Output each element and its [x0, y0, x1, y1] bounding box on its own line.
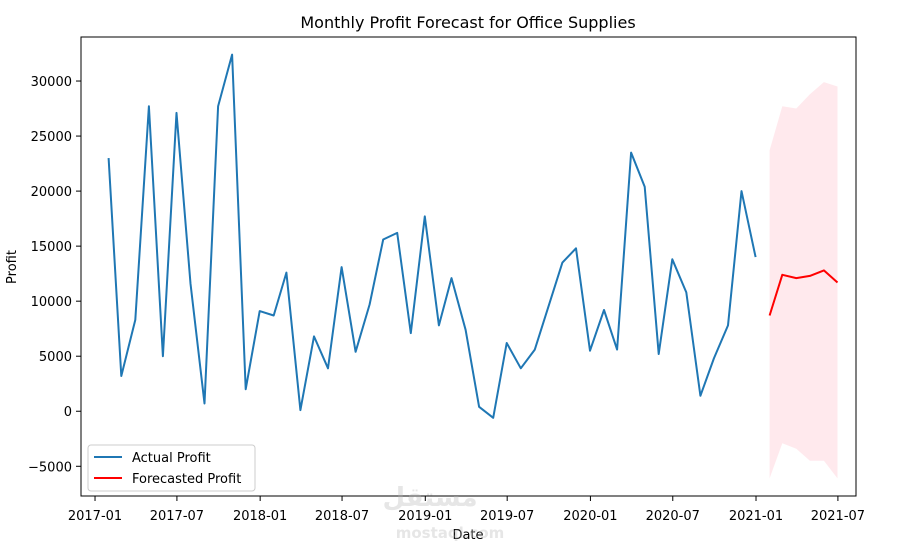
y-tick-label: 15000 — [31, 240, 72, 255]
x-tick-label: 2021-01 — [729, 509, 783, 524]
x-tick-label: 2017-07 — [150, 509, 204, 524]
x-tick-label: 2017-01 — [68, 509, 122, 524]
series-line-actual-profit — [107, 53, 757, 419]
legend-label-forecast: Forecasted Profit — [132, 472, 241, 487]
y-tick-label: 25000 — [31, 130, 72, 145]
chart-title: Monthly Profit Forecast for Office Suppl… — [300, 13, 635, 32]
y-tick-label: 0 — [64, 405, 72, 420]
y-tick-label: 5000 — [39, 350, 72, 365]
series-layer — [107, 53, 839, 419]
plot-area — [81, 37, 856, 496]
y-axis-title: Profit — [5, 250, 20, 284]
series-line-forecasted-profit — [768, 269, 839, 316]
x-axis: 2017-01 2017-07 2018-01 2018-07 2019-01 2019-… — [68, 496, 865, 524]
legend-box — [87, 444, 256, 492]
y-tick-label: 20000 — [31, 185, 72, 200]
x-tick-label: 2019-01 — [398, 509, 452, 524]
x-tick-label: 2019-07 — [480, 509, 534, 524]
forecast-confidence-band — [769, 82, 838, 479]
confidence-band-layer — [769, 82, 838, 479]
watermark-logo: مستقل — [382, 483, 477, 513]
y-tick-label: −5000 — [28, 460, 72, 475]
x-tick-label: 2018-01 — [233, 509, 287, 524]
x-tick-label: 2018-07 — [315, 509, 369, 524]
x-tick-label: 2021-07 — [811, 509, 865, 524]
y-axis: −5000 0 5000 10000 15000 20000 25000 30000 — [28, 75, 81, 475]
x-axis-title: Date — [452, 528, 483, 543]
x-tick-label: 2020-07 — [646, 509, 700, 524]
y-tick-label: 10000 — [31, 295, 72, 310]
watermark: مستقل mostaql.com — [382, 483, 504, 542]
legend: Actual Profit Forecasted Profit — [87, 444, 256, 492]
legend-label-actual: Actual Profit — [132, 451, 211, 466]
y-tick-label: 30000 — [31, 75, 72, 90]
x-tick-label: 2020-01 — [563, 509, 617, 524]
watermark-text: mostaql.com — [396, 524, 505, 542]
plot-frame — [80, 36, 857, 497]
